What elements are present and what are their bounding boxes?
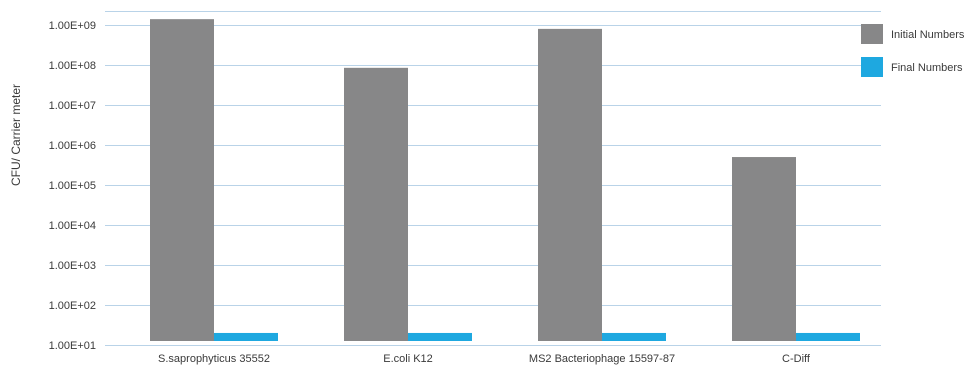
bar-final-numbers <box>796 332 860 341</box>
bar-final-numbers <box>602 332 666 341</box>
bar-initial-numbers <box>150 19 214 342</box>
y-tick-label: 1.00E+07 <box>49 100 96 112</box>
legend-swatch <box>861 24 883 44</box>
bar-initial-numbers <box>732 157 796 341</box>
y-tick-label: 1.00E+04 <box>49 220 96 232</box>
x-category-label: C-Diff <box>782 353 811 365</box>
bar-initial-numbers <box>538 28 602 341</box>
y-axis-tick-labels: 1.00E+01 1.00E+02 1.00E+03 1.00E+04 1.00E+05… <box>49 20 96 352</box>
x-category-label: S.saprophyticus 35552 <box>158 353 270 365</box>
y-tick-label: 1.00E+05 <box>49 180 96 192</box>
y-tick-label: 1.00E+03 <box>49 260 96 272</box>
legend-label: Final Numbers <box>891 62 963 74</box>
bar-initial-numbers <box>344 67 408 341</box>
gridlines <box>105 11 881 346</box>
bar-final-numbers <box>408 332 472 341</box>
legend-swatch <box>861 57 883 77</box>
y-tick-label: 1.00E+08 <box>49 60 96 72</box>
legend: Initial Numbers Final Numbers <box>861 24 965 77</box>
y-tick-label: 1.00E+06 <box>49 140 96 152</box>
y-tick-label: 1.00E+02 <box>49 300 96 312</box>
bars <box>150 19 860 342</box>
bar-final-numbers <box>214 332 278 341</box>
legend-label: Initial Numbers <box>891 29 965 41</box>
y-axis-title: CFU/ Carrier meter <box>9 84 23 186</box>
y-tick-label: 1.00E+01 <box>49 340 96 352</box>
x-category-label: MS2 Bacteriophage 15597-87 <box>529 353 675 365</box>
y-tick-label: 1.00E+09 <box>49 20 96 32</box>
x-axis-category-labels: S.saprophyticus 35552 E.coli K12 MS2 Bacte… <box>158 353 811 365</box>
x-category-label: E.coli K12 <box>383 353 433 365</box>
